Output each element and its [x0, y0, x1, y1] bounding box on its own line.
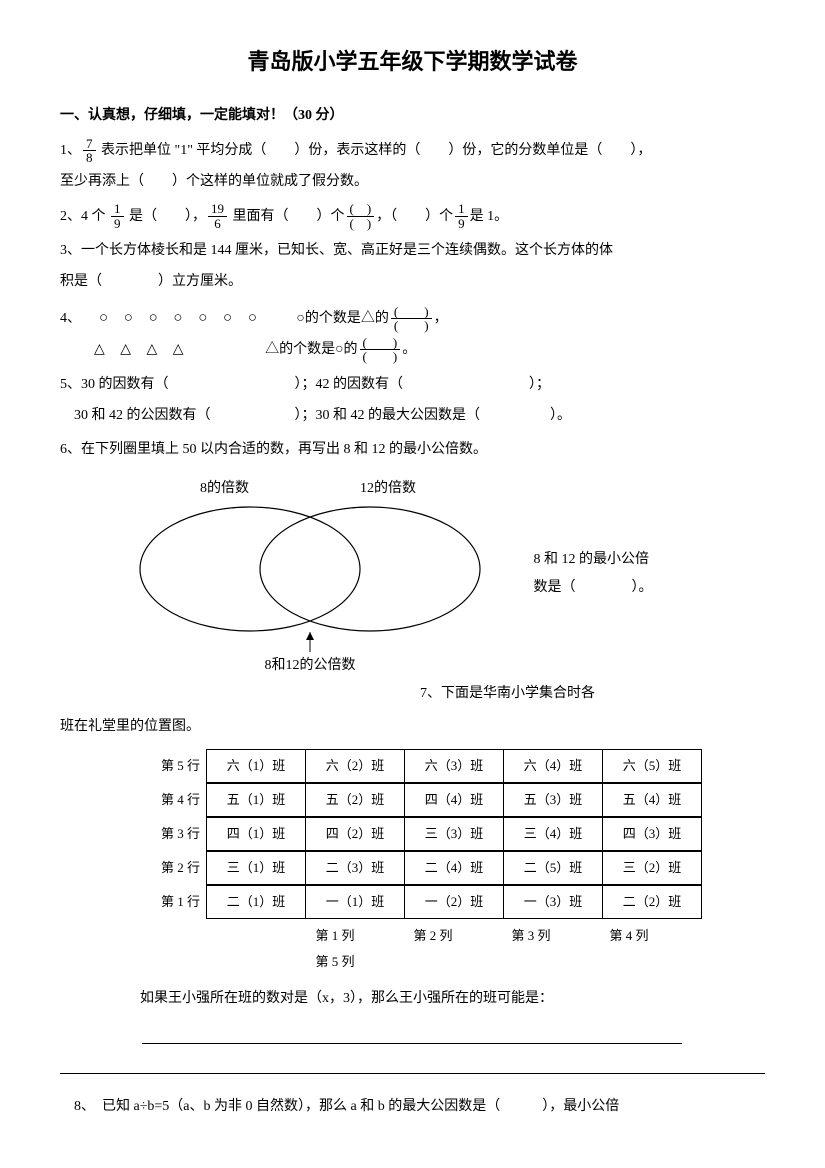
- seating-row-label: 第 4 行: [140, 787, 206, 813]
- answer-blank-line: [142, 1043, 682, 1044]
- seating-cell: 二（3）班: [306, 851, 405, 884]
- seating-cell: 二（5）班: [504, 851, 603, 884]
- q1-fraction: 78: [83, 137, 96, 165]
- seating-col-label: 第 1 列: [286, 923, 384, 949]
- venn-left-ellipse: [140, 507, 360, 631]
- seating-row: 二（1）班一（1）班一（2）班一（3）班二（2）班: [206, 885, 702, 919]
- q4-frac-a: ( )( ): [391, 305, 432, 333]
- seating-cell: 一（3）班: [504, 885, 603, 918]
- question-2: 2、4 个 19 是（ ），196 里面有（ ）个( )( )，（ ）个19是 …: [60, 202, 765, 233]
- venn-side-2: 数是（ ）。: [534, 574, 653, 602]
- seating-cell: 一（1）班: [306, 885, 405, 918]
- venn-label-intersection: 8和12的公倍数: [265, 657, 356, 673]
- seating-cell: 五（2）班: [306, 783, 405, 816]
- seating-col-label: 第 5 列: [286, 949, 384, 975]
- question-7-blank: [140, 1027, 765, 1055]
- venn-diagram: 8的倍数 12的倍数 8和12的公倍数 8 和 12 的最小公倍 数是（ ）。: [120, 474, 720, 674]
- seating-cell: 六（2）班: [306, 749, 405, 782]
- question-7-after: 如果王小强所在班的数对是（x，3），那么王小强所在的班可能是：: [140, 985, 765, 1013]
- venn-right-ellipse: [260, 507, 480, 631]
- q2-frac1: 19: [111, 202, 124, 230]
- q2-mid3: ，（ ）个: [376, 209, 453, 224]
- q1-frac-num: 7: [83, 137, 96, 152]
- seating-row: 三（1）班二（3）班二（4）班二（5）班三（2）班: [206, 851, 702, 885]
- venn-side-text: 8 和 12 的最小公倍 数是（ ）。: [534, 546, 653, 602]
- venn-svg: 8的倍数 12的倍数 8和12的公倍数: [120, 474, 500, 674]
- q4-circle-label: ○的个数是△的( )( )，: [296, 304, 447, 335]
- q2-frac4: 19: [455, 202, 468, 230]
- seating-row: 六（1）班六（2）班六（3）班六（4）班六（5）班: [206, 749, 702, 783]
- seating-cell: 二（1）班: [207, 885, 306, 918]
- seating-row-label: 第 3 行: [140, 821, 206, 847]
- seating-row: 四（1）班四（2）班三（3）班三（4）班四（3）班: [206, 817, 702, 851]
- seating-col-label: 第 2 列: [384, 923, 482, 949]
- q2-frac2: 196: [208, 202, 227, 230]
- seating-row-label: 第 1 行: [140, 889, 206, 915]
- q4-frac-b: ( )( ): [360, 336, 401, 364]
- seating-row: 五（1）班五（2）班四（4）班五（3）班五（4）班: [206, 783, 702, 817]
- page-title: 青岛版小学五年级下学期数学试卷: [60, 40, 765, 84]
- seating-cell: 六（3）班: [405, 749, 504, 782]
- question-3: 3、一个长方体棱长和是 144 厘米，已知长、宽、高正好是三个连续偶数。这个长方…: [60, 236, 765, 298]
- question-5: 5、30 的因数有（ ）；42 的因数有（ ）； 30 和 42 的公因数有（ …: [60, 370, 765, 432]
- seating-cell: 三（2）班: [603, 851, 702, 884]
- venn-arrow-head: [306, 632, 314, 640]
- question-7-intro-right: 7、下面是华南小学集合时各: [420, 680, 765, 708]
- q1-frac-den: 8: [83, 151, 96, 165]
- seating-cell: 四（2）班: [306, 817, 405, 850]
- seating-cell: 六（4）班: [504, 749, 603, 782]
- question-7-intro-next: 班在礼堂里的位置图。: [60, 712, 765, 743]
- seating-cell: 五（1）班: [207, 783, 306, 816]
- q4-circles: ○ ○ ○ ○ ○ ○ ○: [99, 310, 263, 326]
- question-8: 8、 已知 a÷b=5（a、b 为非 0 自然数），那么 a 和 b 的最大公因…: [60, 1092, 765, 1123]
- q4-triangles: △ △ △ △: [94, 342, 190, 357]
- seating-cell: 六（5）班: [603, 749, 702, 782]
- question-4: 4、 ○ ○ ○ ○ ○ ○ ○ ○的个数是△的( )( )， △ △ △ △ △…: [60, 302, 765, 366]
- seating-cell: 四（3）班: [603, 817, 702, 850]
- question-1: 1、78 表示把单位 "1" 平均分成（ ）份，表示这样的（ ）份，它的分数单位…: [60, 136, 765, 198]
- q4-tri-label: △的个数是○的( )( )。: [265, 335, 416, 366]
- seating-cell: 三（1）班: [207, 851, 306, 884]
- seating-row-label: 第 5 行: [140, 753, 206, 779]
- seating-table-wrap: 第 5 行六（1）班六（2）班六（3）班六（4）班六（5）班第 4 行五（1）班…: [140, 749, 765, 975]
- seating-col-label: 第 3 列: [482, 923, 580, 949]
- seating-cell: 二（4）班: [405, 851, 504, 884]
- q2-mid2: 里面有（ ）个: [229, 209, 345, 224]
- q1-part-a: 表示把单位 "1" 平均分成（ ）份，表示这样的（ ）份，它的分数单位是（ ），: [98, 143, 652, 158]
- q2-pre: 2、4 个: [60, 209, 109, 224]
- seating-cell: 四（4）班: [405, 783, 504, 816]
- q2-frac3: ( )( ): [347, 202, 375, 230]
- question-6: 6、在下列圈里填上 50 以内合适的数，再写出 8 和 12 的最小公倍数。: [60, 435, 765, 466]
- q5-line2: 30 和 42 的公因数有（ ）；30 和 42 的最大公因数是（ ）。: [60, 401, 765, 432]
- q4-pre: 4、: [60, 311, 81, 326]
- q2-tail: 是 1。: [470, 209, 509, 224]
- separator-line: [60, 1073, 765, 1074]
- seating-cell: 三（4）班: [504, 817, 603, 850]
- venn-label-right: 12的倍数: [360, 480, 416, 496]
- seating-col-labels: 第 1 列第 2 列第 3 列第 4 列第 5 列: [286, 923, 765, 975]
- seating-col-label: 第 4 列: [580, 923, 678, 949]
- seating-cell: 二（2）班: [603, 885, 702, 918]
- venn-side-1: 8 和 12 的最小公倍: [534, 546, 653, 574]
- q5-line1: 5、30 的因数有（ ）；42 的因数有（ ）；: [60, 370, 765, 401]
- q1-pre: 1、: [60, 143, 81, 158]
- section-1-heading: 一、认真想，仔细填，一定能填对！（30 分）: [60, 102, 765, 130]
- q3-line1: 3、一个长方体棱长和是 144 厘米，已知长、宽、高正好是三个连续偶数。这个长方…: [60, 236, 765, 267]
- q2-mid1: 是（ ），: [126, 209, 207, 224]
- seating-cell: 四（1）班: [207, 817, 306, 850]
- seating-cell: 六（1）班: [207, 749, 306, 782]
- seating-cell: 三（3）班: [405, 817, 504, 850]
- q1-part-b: 至少再添上（ ）个这样的单位就成了假分数。: [60, 167, 765, 198]
- seating-cell: 五（4）班: [603, 783, 702, 816]
- seating-cell: 五（3）班: [504, 783, 603, 816]
- seating-row-label: 第 2 行: [140, 855, 206, 881]
- seating-cell: 一（2）班: [405, 885, 504, 918]
- q3-line2: 积是（ ）立方厘米。: [60, 267, 765, 298]
- venn-label-left: 8的倍数: [200, 480, 249, 496]
